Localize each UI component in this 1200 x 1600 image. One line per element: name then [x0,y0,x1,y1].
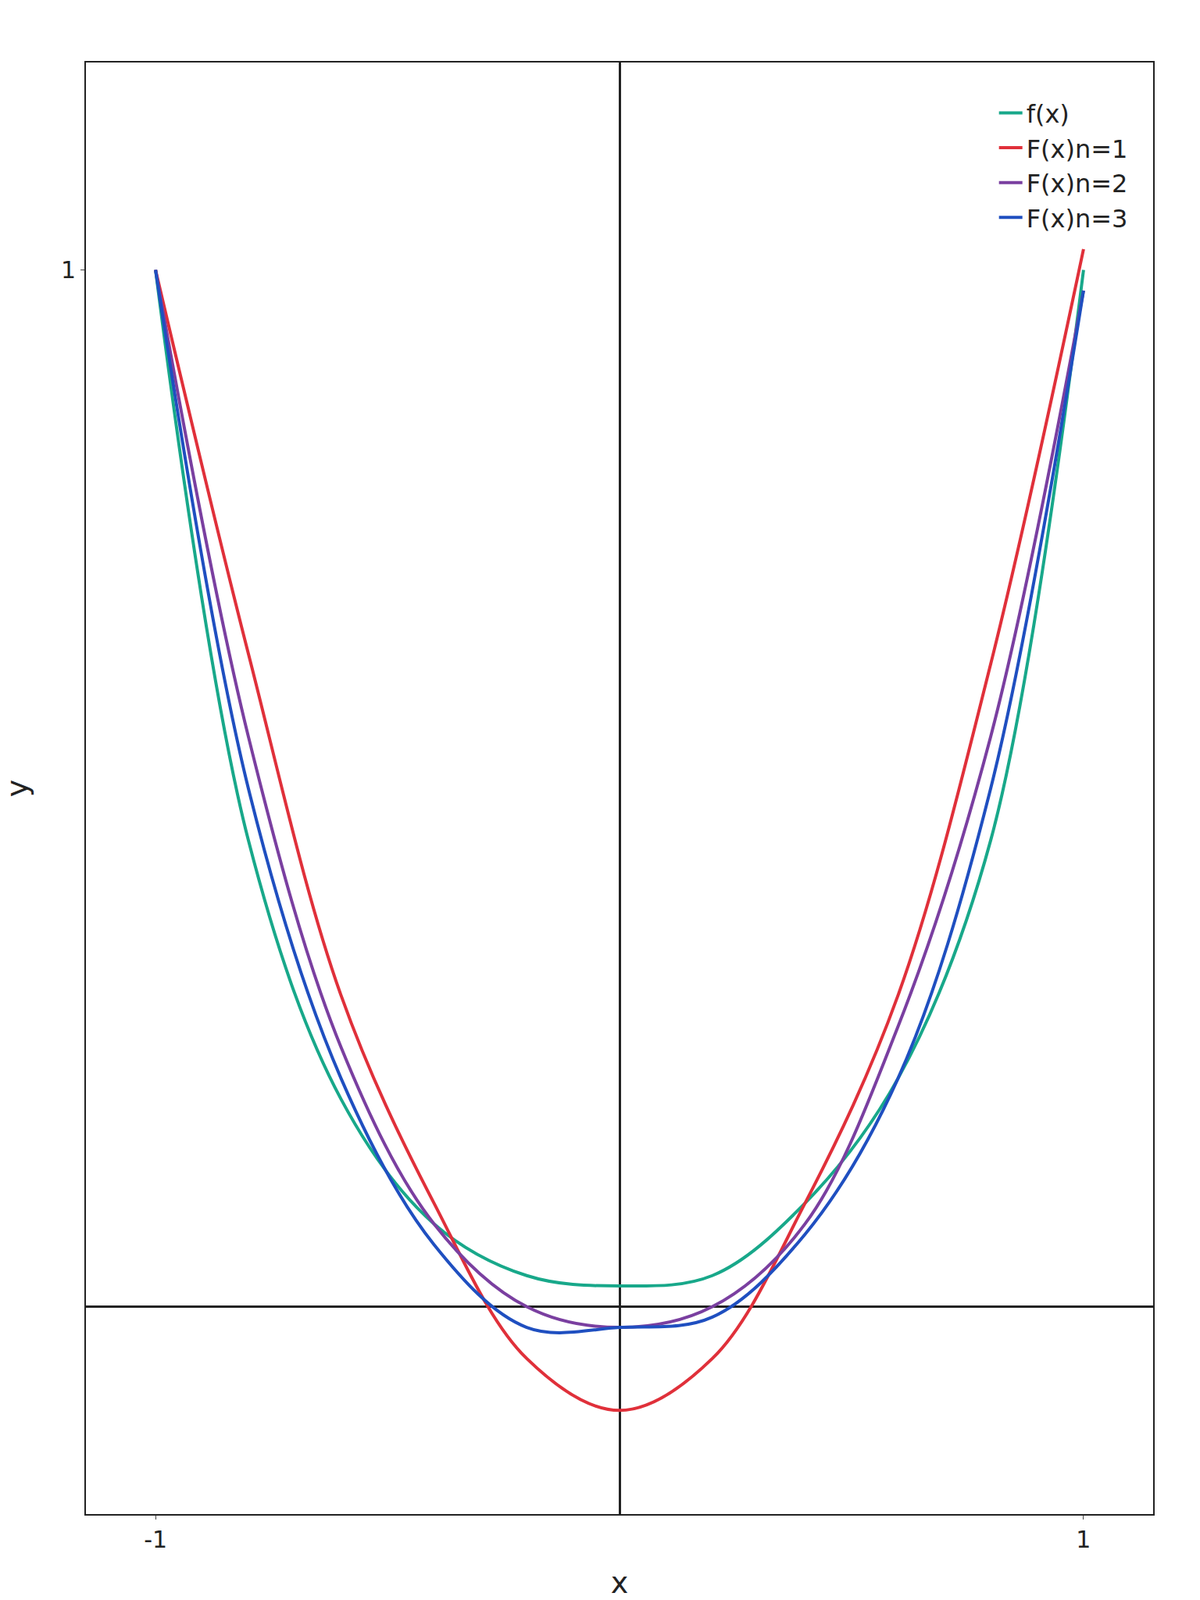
svg-text:1: 1 [60,256,76,284]
svg-text:f(x): f(x) [1026,99,1070,129]
svg-text:F(x)n=2: F(x)n=2 [1026,168,1129,199]
svg-text:y: y [0,779,35,798]
svg-text:x: x [610,1565,629,1600]
svg-text:-1: -1 [143,1525,168,1554]
svg-text:F(x)n=1: F(x)n=1 [1026,134,1129,165]
svg-text:1: 1 [1075,1525,1091,1554]
svg-text:F(x)n=3: F(x)n=3 [1026,203,1129,234]
